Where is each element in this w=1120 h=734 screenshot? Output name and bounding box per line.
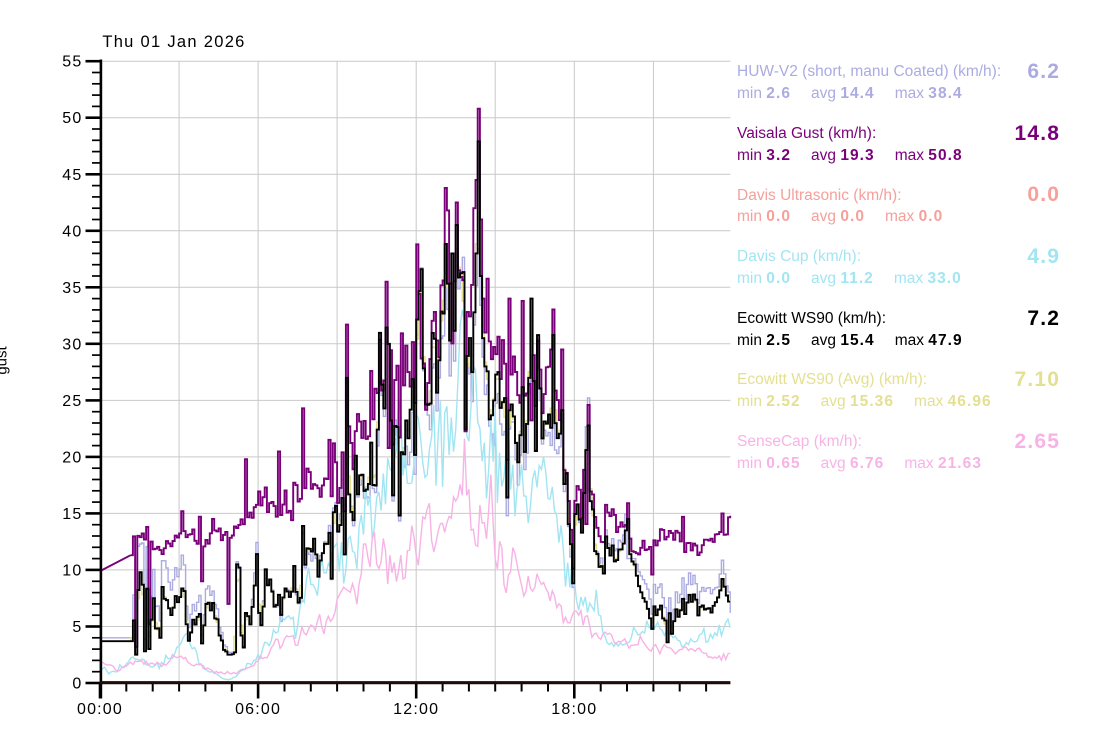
svg-text:15: 15 <box>62 506 82 523</box>
svg-text:30: 30 <box>62 336 82 353</box>
svg-text:00:00: 00:00 <box>77 701 123 718</box>
svg-text:0: 0 <box>72 676 82 693</box>
svg-text:10: 10 <box>62 562 82 579</box>
svg-text:5: 5 <box>72 619 82 636</box>
svg-text:25: 25 <box>62 393 82 410</box>
svg-text:12:00: 12:00 <box>393 701 439 718</box>
svg-text:50: 50 <box>62 110 82 127</box>
svg-text:55: 55 <box>62 54 82 71</box>
svg-text:35: 35 <box>62 280 82 297</box>
svg-text:06:00: 06:00 <box>235 701 281 718</box>
svg-text:18:00: 18:00 <box>551 701 597 718</box>
svg-text:45: 45 <box>62 167 82 184</box>
svg-text:40: 40 <box>62 223 82 240</box>
svg-text:Thu 01 Jan 2026: Thu 01 Jan 2026 <box>102 33 245 51</box>
svg-text:20: 20 <box>62 449 82 466</box>
